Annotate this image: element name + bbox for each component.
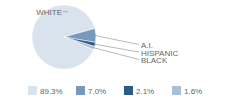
- legend: 89.3% 7.0% 2.1% 1.6%: [28, 86, 202, 96]
- legend-swatch: [76, 86, 85, 95]
- legend-swatch: [28, 86, 37, 95]
- legend-label: 2.1%: [136, 87, 154, 96]
- legend-swatch: [124, 86, 133, 95]
- slice-labels: WHITEA.I.HISPANICBLACK: [36, 8, 178, 65]
- pie-slice: [64, 37, 95, 50]
- slice-label: BLACK: [141, 56, 168, 65]
- legend-label: 89.3%: [40, 87, 63, 96]
- legend-label: 7.0%: [88, 87, 106, 96]
- leader-line: [63, 11, 68, 12]
- pie: [32, 5, 96, 69]
- leader-line: [94, 35, 139, 44]
- leader-line: [93, 47, 139, 59]
- leader-line: [94, 44, 139, 52]
- slice-label: WHITE: [36, 8, 62, 17]
- legend-swatch: [172, 86, 181, 95]
- legend-label: 1.6%: [184, 87, 202, 96]
- chart: WHITEA.I.HISPANICBLACK 89.3% 7.0% 2.1% 1.6%: [0, 0, 240, 100]
